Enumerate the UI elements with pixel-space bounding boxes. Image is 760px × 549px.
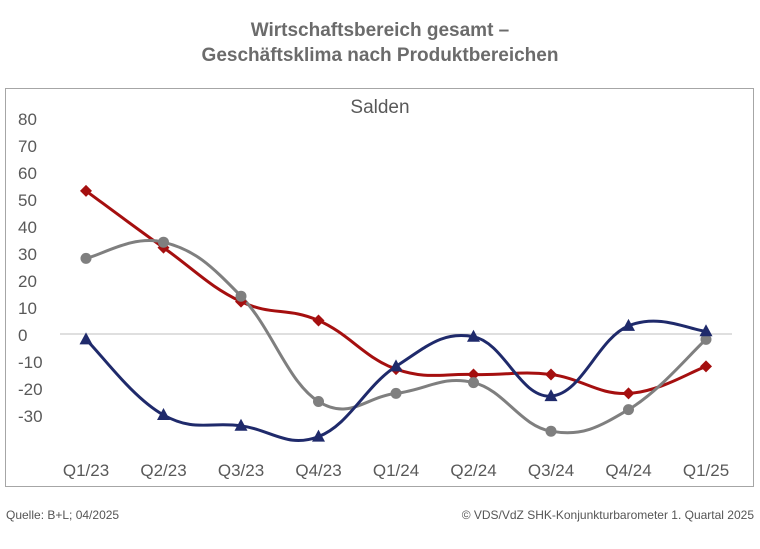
data-point-series-1 [545, 368, 557, 381]
data-point-series-2 [468, 377, 479, 389]
data-point-series-2 [158, 236, 169, 248]
chart-subtitle: Salden [350, 97, 409, 118]
y-tick-label: 40 [18, 218, 37, 237]
chart-title: Wirtschaftsbereich gesamt – Geschäftskli… [0, 18, 760, 68]
x-tick-label: Q1/24 [373, 461, 419, 480]
data-point-series-1 [312, 314, 325, 327]
y-tick-label: 50 [18, 191, 37, 210]
data-point-series-2 [545, 425, 557, 437]
data-point-series-2 [390, 387, 402, 399]
y-tick-label: 60 [18, 164, 37, 183]
data-point-series-2 [700, 333, 712, 345]
y-tick-label: 0 [18, 326, 27, 345]
source-note: Quelle: B+L; 04/2025 [6, 508, 120, 522]
x-tick-label: Q3/24 [528, 461, 574, 480]
x-tick-label: Q2/23 [140, 461, 186, 480]
x-tick-label: Q3/23 [218, 461, 264, 480]
series-line-3 [84, 319, 707, 442]
data-point-series-3 [79, 332, 93, 345]
y-tick-label: -30 [18, 407, 43, 426]
x-tick-label: Q2/24 [450, 461, 496, 480]
data-point-series-3 [389, 359, 403, 372]
data-point-series-1 [467, 368, 480, 381]
x-tick-label: Q4/24 [605, 461, 651, 480]
data-point-series-3 [622, 318, 635, 331]
data-point-series-3 [234, 418, 248, 431]
copyright-note: © VDS/VdZ SHK-Konjunkturbarometer 1. Qua… [461, 508, 754, 522]
chart-title-line-1: Wirtschaftsbereich gesamt – [250, 20, 510, 41]
data-point-series-3 [157, 408, 170, 420]
y-tick-label: 10 [18, 299, 37, 318]
data-point-series-1 [80, 184, 92, 197]
y-tick-label: 70 [18, 137, 37, 156]
x-tick-label: Q1/23 [63, 461, 109, 480]
x-tick-label: Q1/25 [683, 461, 729, 480]
y-tick-label: 30 [18, 245, 37, 264]
y-tick-label: 80 [18, 110, 37, 129]
data-point-series-2 [313, 396, 324, 407]
data-point-series-3 [467, 329, 480, 342]
data-point-series-1 [700, 360, 712, 373]
y-tick-label: -20 [18, 380, 43, 399]
data-point-series-3 [544, 389, 558, 402]
chart-title-line-2: Geschäftsklima nach Produktbereichen [201, 45, 559, 66]
data-point-series-2 [80, 252, 92, 264]
data-point-series-1 [622, 387, 635, 400]
data-point-series-2 [623, 404, 634, 416]
y-tick-label: 20 [18, 272, 37, 291]
data-point-series-3 [699, 324, 713, 337]
data-point-series-2 [235, 290, 247, 302]
data-point-series-3 [312, 429, 325, 442]
y-tick-label: -10 [18, 353, 43, 372]
chart-frame [5, 88, 754, 487]
x-tick-label: Q4/23 [295, 461, 341, 480]
